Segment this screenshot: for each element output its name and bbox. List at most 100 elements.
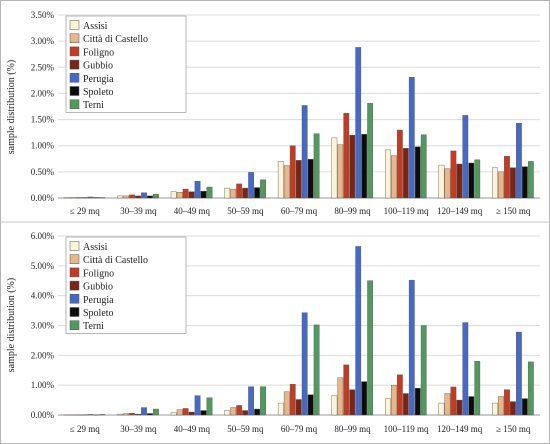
bar-citta-di-castello-40-49-mq — [176, 409, 183, 416]
bar-foligno-50-59-mq — [236, 183, 243, 199]
bar-assisi-40-49-mq — [170, 412, 177, 416]
bar-foligno-ge-150-mq — [504, 389, 510, 416]
bar-citta-di-castello-120-149-mq — [444, 393, 451, 416]
bar-terni-80-99-mq — [367, 280, 374, 416]
legend-swatch-citta-di-castello — [69, 254, 80, 264]
bar-foligno-le-29-mq — [75, 414, 82, 416]
bar-terni-30-39-mq — [153, 194, 159, 199]
bar-terni-100-119-mq — [420, 134, 427, 199]
bar-gubbio-100-119-mq — [402, 393, 409, 416]
bar-gubbio-ge-150-mq — [510, 167, 516, 199]
bar-spoleto-30-39-mq — [147, 413, 153, 416]
bar-spoleto-80-99-mq — [361, 134, 368, 199]
bar-gubbio-30-39-mq — [135, 413, 141, 416]
bar-perugia-40-49-mq — [194, 181, 201, 199]
bar-terni-40-49-mq — [206, 397, 213, 416]
bar-perugia-100-119-mq — [408, 77, 415, 199]
legend-swatch-assisi — [69, 20, 80, 30]
bar-perugia-30-39-mq — [141, 407, 147, 416]
bar-terni-120-149-mq — [474, 159, 481, 199]
bar-foligno-ge-150-mq — [504, 155, 510, 199]
bar-gubbio-le-29-mq — [81, 414, 88, 416]
legend-swatch-terni — [69, 99, 80, 109]
bar-terni-le-29-mq — [99, 414, 106, 416]
bar-assisi-60-79-mq — [277, 402, 284, 416]
legend-swatch-assisi — [69, 241, 80, 251]
legend-swatch-gubbio — [69, 59, 80, 70]
bar-assisi-50-59-mq — [224, 410, 231, 416]
bar-foligno-120-149-mq — [450, 386, 457, 416]
bar-terni-40-49-mq — [206, 186, 213, 199]
bar-gubbio-40-49-mq — [188, 191, 195, 199]
legend-label-assisi: Assisi — [83, 242, 108, 253]
bar-gubbio-ge-150-mq — [510, 401, 516, 416]
y-tick-label: 3.00% — [31, 321, 55, 331]
chart-panel-bottom: 0.00% 1.00% 2.00% 3.00% 4.00% 5.00% 6.00% sampl… — [6, 231, 540, 434]
bar-spoleto-le-29-mq — [93, 197, 100, 199]
bar-perugia-50-59-mq — [248, 172, 254, 199]
bar-perugia-30-39-mq — [141, 192, 147, 199]
bar-foligno-40-49-mq — [182, 188, 189, 199]
x-tick-label: 120–149 mq — [437, 206, 483, 216]
bar-assisi-60-79-mq — [277, 161, 284, 199]
legend-label-spoleto: Spoleto — [83, 308, 114, 319]
y-axis-label: sample distribution (%) — [6, 278, 17, 372]
bar-foligno-60-79-mq — [289, 145, 296, 199]
bar-foligno-100-119-mq — [396, 129, 403, 199]
y-tick-label: 1.00% — [31, 141, 55, 151]
bar-citta-di-castello-ge-150-mq — [498, 396, 504, 416]
x-tick-label: 40–49 mq — [174, 206, 211, 216]
bar-assisi-le-29-mq — [63, 414, 70, 416]
bar-perugia-ge-150-mq — [516, 331, 522, 416]
bar-gubbio-60-79-mq — [295, 399, 302, 416]
bar-foligno-120-149-mq — [450, 150, 457, 199]
bar-perugia-60-79-mq — [301, 105, 308, 199]
bar-gubbio-40-49-mq — [188, 411, 195, 416]
bar-assisi-120-149-mq — [438, 402, 445, 416]
bar-assisi-ge-150-mq — [492, 167, 498, 199]
bar-gubbio-le-29-mq — [81, 197, 88, 199]
legend-label-foligno: Foligno — [83, 268, 114, 279]
bar-perugia-120-149-mq — [462, 322, 469, 416]
x-tick-label: 60–79 mq — [281, 424, 318, 434]
legend-swatch-spoleto — [69, 86, 80, 96]
bar-terni-50-59-mq — [260, 179, 266, 199]
bar-foligno-80-99-mq — [343, 113, 350, 199]
x-tick-label: 30–39 mq — [120, 424, 157, 434]
legend-label-citta-di-castello: Città di Castello — [83, 255, 148, 266]
bar-gubbio-120-149-mq — [456, 399, 463, 416]
bar-gubbio-50-59-mq — [242, 410, 249, 416]
bar-citta-di-castello-120-149-mq — [444, 168, 451, 199]
x-tick-label: 40–49 mq — [174, 424, 211, 434]
bar-spoleto-80-99-mq — [361, 381, 368, 416]
legend-swatch-foligno — [69, 267, 80, 278]
y-tick-label: 0.00% — [31, 193, 55, 203]
x-tick-label: ≤ 29 mq — [70, 424, 100, 434]
x-tick-label: 80–99 mq — [334, 424, 371, 434]
bar-citta-di-castello-50-59-mq — [230, 407, 237, 416]
bar-citta-di-castello-30-39-mq — [123, 195, 129, 199]
legend-swatch-spoleto — [69, 307, 80, 317]
legend-swatch-gubbio — [69, 280, 80, 291]
chart-panel-top: 0.00% 0.50% 1.00% 1.50% 2.00% 2.50% 3.00% 3.50%… — [6, 10, 540, 216]
legend-label-gubbio: Gubbio — [83, 61, 113, 72]
bar-spoleto-50-59-mq — [254, 187, 260, 199]
x-tick-label: 50–59 mq — [227, 206, 264, 216]
bar-citta-di-castello-le-29-mq — [69, 414, 76, 416]
bar-assisi-120-149-mq — [438, 164, 445, 199]
bar-foligno-30-39-mq — [129, 194, 135, 199]
legend-swatch-perugia — [69, 294, 80, 304]
legend-label-foligno: Foligno — [83, 47, 114, 58]
bar-assisi-100-119-mq — [385, 398, 391, 416]
bar-spoleto-ge-150-mq — [521, 166, 528, 199]
legend-label-perugia: Perugia — [83, 295, 114, 306]
bar-spoleto-50-59-mq — [254, 408, 260, 416]
bar-citta-di-castello-40-49-mq — [176, 192, 183, 199]
bar-citta-di-castello-50-59-mq — [230, 188, 237, 199]
bar-spoleto-le-29-mq — [93, 414, 100, 416]
bar-perugia-40-49-mq — [194, 395, 201, 416]
bar-terni-ge-150-mq — [527, 161, 534, 199]
legend-label-terni: Terni — [83, 100, 104, 111]
bar-gubbio-80-99-mq — [349, 135, 356, 199]
